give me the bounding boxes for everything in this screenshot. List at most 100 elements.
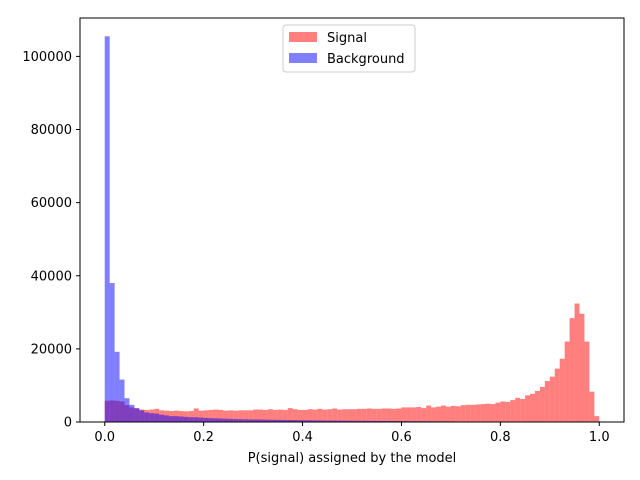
background-bar bbox=[114, 351, 120, 422]
x-tick-label: 0.0 bbox=[94, 430, 115, 445]
signal-bar bbox=[317, 408, 323, 422]
background-bar bbox=[173, 416, 179, 422]
signal-bar bbox=[322, 409, 328, 422]
legend-label-background: Background bbox=[327, 52, 405, 67]
background-bar bbox=[267, 419, 273, 422]
background-bar bbox=[258, 419, 263, 422]
background-bar bbox=[317, 420, 323, 422]
background-bar bbox=[233, 419, 239, 422]
signal-bar bbox=[534, 390, 540, 422]
background-bar bbox=[376, 420, 382, 422]
signal-bar bbox=[436, 406, 442, 422]
signal-bar bbox=[262, 409, 268, 422]
legend-label-signal: Signal bbox=[327, 31, 367, 46]
signal-bars bbox=[104, 303, 600, 422]
signal-bar bbox=[347, 409, 352, 422]
signal-bar bbox=[594, 416, 600, 422]
signal-bar bbox=[421, 408, 427, 422]
background-bar bbox=[277, 419, 283, 422]
signal-bar bbox=[233, 410, 239, 422]
background-bar bbox=[104, 36, 110, 422]
signal-bar bbox=[515, 397, 521, 422]
y-tick-label: 0 bbox=[64, 416, 72, 431]
x-tick-label: 0.6 bbox=[391, 430, 412, 445]
signal-bar bbox=[450, 405, 456, 422]
signal-bar bbox=[520, 398, 526, 422]
signal-bar bbox=[386, 408, 392, 422]
signal-bar bbox=[188, 411, 194, 422]
signal-bar bbox=[297, 409, 303, 422]
legend-swatch-background bbox=[289, 53, 317, 63]
signal-bar bbox=[253, 409, 259, 422]
background-bar bbox=[381, 420, 387, 422]
signal-bar bbox=[312, 409, 318, 422]
y-tick-label: 80000 bbox=[31, 123, 72, 138]
background-bar bbox=[193, 417, 199, 422]
signal-bar bbox=[361, 408, 367, 422]
signal-bar bbox=[470, 404, 476, 422]
background-bar bbox=[243, 419, 249, 422]
background-bar bbox=[218, 418, 224, 422]
signal-bar bbox=[549, 376, 555, 422]
signal-bar bbox=[213, 409, 219, 422]
signal-bar bbox=[371, 408, 377, 422]
signal-bar bbox=[376, 408, 382, 422]
signal-bar bbox=[292, 409, 298, 422]
background-bar bbox=[352, 420, 357, 422]
background-bar bbox=[164, 415, 170, 422]
signal-bar bbox=[574, 303, 580, 422]
signal-bar bbox=[208, 409, 214, 422]
background-bar bbox=[203, 417, 209, 422]
signal-bar bbox=[198, 410, 204, 422]
signal-bar bbox=[356, 408, 362, 422]
background-bar bbox=[342, 420, 348, 422]
background-bar bbox=[307, 420, 313, 422]
background-bar bbox=[347, 420, 352, 422]
signal-bar bbox=[505, 401, 511, 422]
signal-bar bbox=[495, 402, 501, 422]
background-bar bbox=[198, 417, 204, 422]
signal-bar bbox=[352, 409, 357, 422]
signal-bar bbox=[272, 409, 278, 422]
background-bar bbox=[366, 420, 372, 422]
background-bar bbox=[327, 420, 333, 422]
signal-bar bbox=[218, 409, 224, 422]
signal-bar bbox=[366, 408, 372, 422]
background-bar bbox=[292, 420, 298, 422]
signal-bar bbox=[569, 318, 575, 422]
x-tick-label: 0.2 bbox=[193, 430, 214, 445]
signal-bar bbox=[277, 409, 283, 422]
signal-bar bbox=[342, 409, 348, 422]
signal-bar bbox=[579, 313, 585, 422]
signal-bar bbox=[307, 409, 313, 422]
background-bar bbox=[139, 410, 145, 422]
background-bar bbox=[144, 412, 150, 422]
x-axis-label: P(signal) assigned by the model bbox=[248, 451, 457, 466]
background-bar bbox=[312, 420, 318, 422]
background-bar bbox=[356, 420, 362, 422]
signal-bar bbox=[391, 408, 397, 422]
background-bar bbox=[272, 419, 278, 422]
signal-bar bbox=[332, 408, 338, 422]
signal-bar bbox=[243, 410, 249, 422]
signal-bar bbox=[589, 391, 595, 422]
background-bar bbox=[208, 418, 214, 422]
background-bar bbox=[228, 418, 234, 422]
signal-bar bbox=[431, 407, 437, 422]
signal-bar bbox=[460, 405, 466, 422]
signal-bar bbox=[381, 408, 387, 422]
signal-bar bbox=[455, 406, 461, 422]
signal-bar bbox=[480, 404, 486, 422]
x-tick-label: 0.4 bbox=[292, 430, 313, 445]
background-bar bbox=[119, 379, 125, 422]
signal-bar bbox=[584, 341, 590, 422]
background-bar bbox=[178, 416, 184, 422]
signal-bar bbox=[203, 410, 209, 422]
background-bar bbox=[337, 420, 343, 422]
y-axis-ticks: 0 20000 40000 60000 80000 100000 bbox=[22, 50, 80, 431]
background-bar bbox=[361, 420, 367, 422]
background-bar bbox=[371, 420, 377, 422]
signal-bar bbox=[401, 407, 407, 422]
y-tick-label: 20000 bbox=[31, 342, 72, 357]
